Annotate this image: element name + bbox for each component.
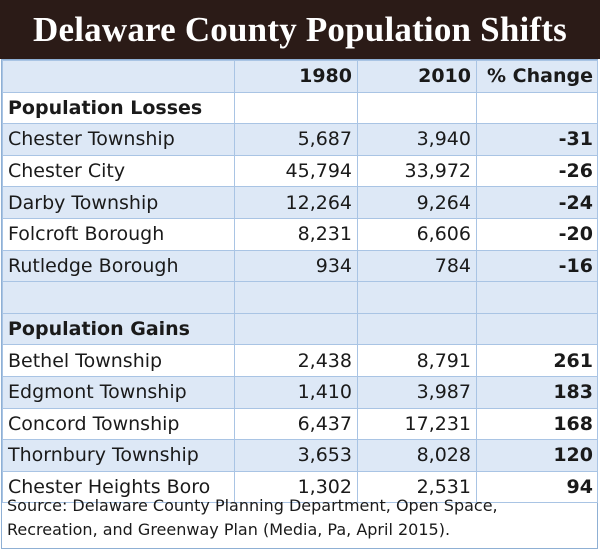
spacer-row [2,281,598,314]
percent-change-cell: 168 [476,407,598,441]
table-frame [1,59,598,549]
empty-cell [234,312,358,346]
population-1980-cell: 8,231 [234,217,358,251]
table-body: 1980 2010 % Change Population Losses Ches… [2,60,598,504]
page-title: Delaware County Population Shifts [33,9,567,49]
place-name-cell: Folcroft Borough [2,217,235,251]
place-name-cell: Rutledge Borough [2,249,235,283]
table-row: Folcroft Borough 8,231 6,606 -20 [2,217,598,251]
population-1980-cell: 934 [234,249,358,283]
table-row: Chester Township 5,687 3,940 -31 [2,123,598,156]
population-1980-cell: 6,437 [234,407,358,441]
section-title: Population Gains [2,312,235,346]
population-2010-cell: 9,264 [357,186,477,219]
population-1980-cell: 5,687 [234,123,358,156]
empty-cell [476,281,598,314]
table-row: Bethel Township 2,438 8,791 261 [2,344,598,377]
empty-cell [476,312,598,346]
percent-change-cell: -16 [476,249,598,283]
population-1980-cell: 1,410 [234,375,358,409]
header-cell-1980: 1980 [234,60,358,93]
place-name-cell: Chester Township [2,123,235,156]
section-header-row: Population Losses [2,91,598,125]
place-name-cell: Edgmont Township [2,375,235,409]
section-title: Population Losses [2,91,235,125]
empty-cell [2,281,235,314]
table-row: Thornbury Township 3,653 8,028 120 [2,439,598,472]
place-name-cell: Concord Township [2,407,235,441]
empty-cell [234,91,358,125]
empty-cell [357,312,477,346]
table-row: Chester City 45,794 33,972 -26 [2,154,598,188]
population-2010-cell: 3,987 [357,375,477,409]
empty-cell [234,281,358,314]
percent-change-cell: -31 [476,123,598,156]
place-name-cell: Darby Township [2,186,235,219]
header-cell-2010: 2010 [357,60,477,93]
header-cell-place [2,60,235,93]
population-1980-cell: 2,438 [234,344,358,377]
population-2010-cell: 6,606 [357,217,477,251]
population-1980-cell: 3,653 [234,439,358,472]
header-row: 1980 2010 % Change [2,60,598,93]
table-row: Concord Township 6,437 17,231 168 [2,407,598,441]
table-row: Rutledge Borough 934 784 -16 [2,249,598,283]
title-bar: Delaware County Population Shifts [0,0,600,59]
empty-cell [476,91,598,125]
place-name-cell: Thornbury Township [2,439,235,472]
percent-change-cell: 120 [476,439,598,472]
percent-change-cell: -20 [476,217,598,251]
population-2010-cell: 8,028 [357,439,477,472]
percent-change-cell: 183 [476,375,598,409]
percent-change-cell: -26 [476,154,598,188]
population-1980-cell: 45,794 [234,154,358,188]
population-1980-cell: 12,264 [234,186,358,219]
population-2010-cell: 17,231 [357,407,477,441]
population-2010-cell: 3,940 [357,123,477,156]
empty-cell [357,281,477,314]
table-row: Edgmont Township 1,410 3,987 183 [2,375,598,409]
empty-cell [357,91,477,125]
source-note: Source: Delaware County Planning Departm… [7,496,498,539]
percent-change-cell: 94 [476,470,598,504]
population-2010-cell: 8,791 [357,344,477,377]
place-name-cell: Chester Heights Boro [2,470,235,504]
population-2010-cell: 33,972 [357,154,477,188]
header-cell-change: % Change [476,60,598,93]
percent-change-cell: 261 [476,344,598,377]
section-header-row: Population Gains [2,312,598,346]
table-row: Chester Heights Boro 1,302 2,531 94 [2,470,598,504]
population-table: 1980 2010 % Change Population Losses Ches… [2,60,598,504]
table-row: Darby Township 12,264 9,264 -24 [2,186,598,219]
place-name-cell: Chester City [2,154,235,188]
place-name-cell: Bethel Township [2,344,235,377]
percent-change-cell: -24 [476,186,598,219]
population-2010-cell: 784 [357,249,477,283]
